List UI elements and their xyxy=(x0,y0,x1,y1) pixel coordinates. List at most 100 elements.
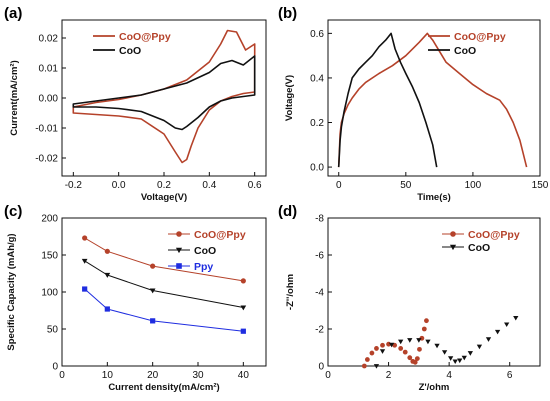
legend-label: CoO@Ppy xyxy=(194,229,246,241)
panel-letter: (c) xyxy=(4,203,22,220)
series-line xyxy=(337,32,438,168)
data-point xyxy=(369,350,375,356)
x-tick-label: 0.0 xyxy=(112,180,126,191)
legend-entry: CoO xyxy=(442,242,490,254)
data-point xyxy=(380,342,385,348)
x-tick-label: 40 xyxy=(238,370,250,381)
x-tick-label: 20 xyxy=(147,370,159,381)
data-point xyxy=(402,349,408,355)
x-tick-label: 4 xyxy=(446,370,452,381)
x-tick-label: 2 xyxy=(386,370,392,381)
x-tick-label: 150 xyxy=(532,180,549,191)
series-coo xyxy=(81,258,247,311)
y-tick-label: 0.4 xyxy=(310,73,324,84)
series-coo xyxy=(373,315,519,369)
data-point xyxy=(494,329,501,335)
data-point xyxy=(374,346,379,351)
legend-entry: CoO xyxy=(428,45,476,57)
data-point xyxy=(476,344,483,350)
y-tick-label: 100 xyxy=(41,288,58,299)
y-tick-label: 0.6 xyxy=(310,29,324,40)
y-tick-label: -2 xyxy=(315,325,324,336)
panel-letter: (b) xyxy=(278,5,297,22)
y-tick-label: 0 xyxy=(318,362,324,373)
data-point xyxy=(240,305,247,311)
data-point xyxy=(379,349,386,354)
legend-label: CoO@Ppy xyxy=(454,31,506,43)
plot-frame xyxy=(327,19,541,177)
panel-c: 0 10 20 30 40 0 50 100 150 200 (c) Current density(… xyxy=(4,203,267,393)
series-line xyxy=(72,55,256,131)
data-point xyxy=(425,339,431,345)
x-tick-label: 0 xyxy=(336,180,342,191)
x-axis-label: Voltage(V) xyxy=(141,192,187,203)
data-point xyxy=(452,359,458,365)
data-point xyxy=(240,328,246,334)
legend-label: CoO xyxy=(194,245,216,257)
y-tick-label: -0.01 xyxy=(35,124,58,135)
x-tick-label: 6 xyxy=(507,370,513,381)
data-point xyxy=(150,318,156,324)
data-point xyxy=(364,357,370,362)
data-point xyxy=(149,288,156,294)
data-point xyxy=(421,326,427,332)
legend-entry: CoO@Ppy xyxy=(168,229,246,241)
data-point xyxy=(414,356,420,361)
y-tick-label: 0.01 xyxy=(39,64,59,75)
data-point xyxy=(448,356,454,361)
data-point xyxy=(388,342,395,348)
x-tick-label: 100 xyxy=(465,180,482,191)
legend-marker xyxy=(176,263,182,269)
data-point xyxy=(407,355,413,361)
y-tick-label: -6 xyxy=(315,251,324,262)
series-line xyxy=(337,32,528,168)
series-coo xyxy=(337,32,438,168)
legend-label: CoO@Ppy xyxy=(119,31,171,43)
data-point xyxy=(412,359,418,365)
data-point xyxy=(457,358,463,364)
data-point xyxy=(424,318,429,324)
y-axis-label: Voltage(V) xyxy=(284,75,295,121)
series-coo xyxy=(72,55,256,131)
panel-a: -0.2 0.0 0.2 0.4 0.6 -0.02 -0.01 0.00 0.01 0.02 (a… xyxy=(4,5,267,203)
legend-label: CoO xyxy=(454,45,476,57)
y-tick-label: 0.02 xyxy=(39,34,59,45)
series-line xyxy=(84,288,244,332)
legend-entry: CoO@Ppy xyxy=(93,31,171,43)
y-tick-label: -8 xyxy=(315,214,324,225)
data-point xyxy=(82,286,88,292)
legend-label: Ppy xyxy=(194,261,213,273)
data-point xyxy=(461,355,467,361)
y-tick-label: -4 xyxy=(315,288,324,299)
data-point xyxy=(150,263,156,269)
y-tick-label: 0 xyxy=(52,362,58,373)
data-point xyxy=(416,338,422,343)
data-point xyxy=(504,322,510,328)
data-point xyxy=(441,350,448,355)
legend-marker xyxy=(176,231,182,237)
legend-marker xyxy=(450,231,456,237)
legend-label: CoO xyxy=(468,242,490,254)
y-axis-label: Current(mA/cm²) xyxy=(9,60,20,135)
legend-marker xyxy=(449,244,457,251)
legend-marker xyxy=(175,247,183,254)
data-point xyxy=(373,364,380,369)
data-point xyxy=(407,338,413,343)
legend-entry: CoO@Ppy xyxy=(442,229,520,241)
y-tick-label: 0.2 xyxy=(310,118,324,129)
series-coo-ppy xyxy=(82,235,246,284)
x-axis-label: Z'/ohm xyxy=(419,382,450,393)
legend-label: CoO@Ppy xyxy=(468,229,520,241)
y-tick-label: 0.00 xyxy=(39,94,59,105)
x-tick-label: 0.2 xyxy=(157,180,171,191)
panel-letter: (d) xyxy=(278,203,297,220)
y-tick-label: 0.0 xyxy=(310,163,324,174)
legend-label: CoO xyxy=(119,45,141,57)
series-line xyxy=(84,237,244,282)
data-point xyxy=(485,337,492,342)
data-point xyxy=(398,346,404,351)
data-point xyxy=(398,339,404,345)
x-tick-label: -0.2 xyxy=(65,180,83,191)
y-tick-label: -0.02 xyxy=(35,154,58,165)
y-tick-label: 200 xyxy=(41,214,58,225)
